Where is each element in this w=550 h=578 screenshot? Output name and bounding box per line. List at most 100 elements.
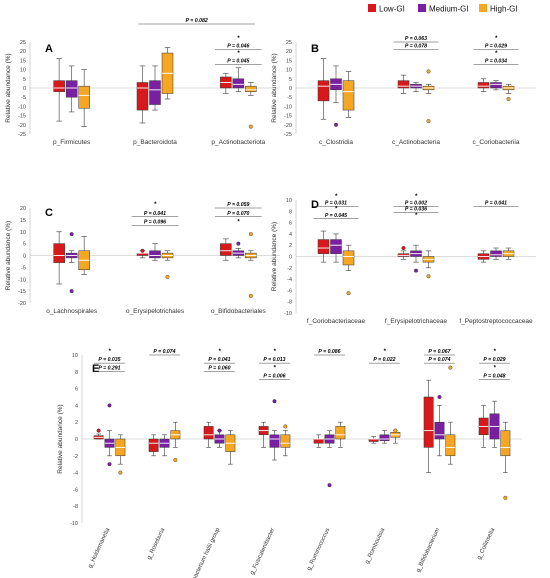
category-label: g_Romboutsia xyxy=(365,527,387,565)
significance-star: * xyxy=(383,349,386,355)
box xyxy=(313,438,324,444)
y-tick-label: 10 xyxy=(286,198,292,204)
y-tick-label: 2 xyxy=(75,420,78,426)
y-tick-label: 6 xyxy=(289,221,292,227)
y-tick-label: -2 xyxy=(287,266,292,272)
outlier-point xyxy=(272,399,277,404)
significance-star: * xyxy=(218,349,221,355)
y-axis-label: Relative abundance (%) xyxy=(5,221,12,290)
box xyxy=(78,85,90,109)
y-tick-label: -4 xyxy=(73,471,78,477)
y-tick-label: -10 xyxy=(284,104,292,110)
outlier-point xyxy=(107,462,112,467)
box xyxy=(477,82,490,89)
p-value-label: P = 0.029 xyxy=(485,44,507,50)
y-tick-label: -5 xyxy=(287,95,292,101)
box xyxy=(317,80,330,102)
y-axis-label: Relative abundance (%) xyxy=(5,53,12,122)
category-label: g_Ruminococcus xyxy=(306,527,331,571)
category-label: f_Erysipelotrichaceae xyxy=(385,318,448,325)
p-value-label: P = 0.031 xyxy=(325,200,347,206)
significance-star: * xyxy=(335,207,338,213)
y-tick-label: 20 xyxy=(286,49,292,55)
outlier-point xyxy=(414,268,419,273)
y-tick-label: -4 xyxy=(287,277,292,283)
outlier-point xyxy=(401,246,406,251)
outlier-point xyxy=(334,122,339,127)
category-label: g_Roseburia xyxy=(146,527,166,561)
box xyxy=(379,434,390,441)
legend-swatch xyxy=(479,4,487,12)
y-tick-label: -15 xyxy=(18,289,26,295)
p-value-label: P = 0.034 xyxy=(485,59,507,65)
category-label: g_Fusicatenibacter xyxy=(249,527,276,575)
box xyxy=(53,80,65,92)
category-label: p_Actinobacteriota xyxy=(211,139,265,146)
y-tick-label: -20 xyxy=(18,123,26,129)
p-value-label: P = 0.006 xyxy=(263,373,285,379)
outlier-point xyxy=(107,403,112,408)
box xyxy=(149,250,161,259)
y-tick-label: 5 xyxy=(289,77,292,83)
y-tick-label: 2 xyxy=(289,243,292,249)
category-label: o_Lachnospirales xyxy=(46,308,98,315)
category-label: g_Eubacterium hallii group xyxy=(186,527,222,578)
outlier-point xyxy=(96,428,101,433)
p-value-label: P = 0.074 xyxy=(153,349,175,355)
category-label: g_Collinsella xyxy=(476,527,496,561)
box xyxy=(397,80,410,89)
p-value-label: P = 0.035 xyxy=(98,357,120,363)
box xyxy=(220,243,232,256)
p-value-label: P = 0.002 xyxy=(405,200,427,206)
p-value-label: P = 0.029 xyxy=(483,357,505,363)
y-tick-label: 15 xyxy=(20,58,26,64)
y-tick-label: 4 xyxy=(289,232,292,238)
panel-letter: B xyxy=(311,43,319,55)
p-value-label: P = 0.070 xyxy=(227,211,249,217)
category-label: c_Clostridia xyxy=(319,139,353,146)
y-tick-label: -20 xyxy=(18,301,26,307)
y-tick-label: -15 xyxy=(18,114,26,120)
significance-star: * xyxy=(237,36,240,42)
p-value-label: P = 0.060 xyxy=(208,365,230,371)
p-value-label: P = 0.022 xyxy=(373,357,395,363)
p-value-label: P = 0.059 xyxy=(227,202,249,208)
y-tick-label: 0 xyxy=(23,86,26,92)
box xyxy=(53,243,65,263)
category-label: p_Firmicutes xyxy=(53,139,91,146)
outlier-point xyxy=(236,241,241,246)
p-value-label: P = 0.046 xyxy=(227,44,249,50)
box xyxy=(500,430,511,457)
p-value-label: P = 0.048 xyxy=(483,373,505,379)
outlier-point xyxy=(448,365,453,370)
y-tick-label: 20 xyxy=(20,206,26,212)
box xyxy=(490,82,502,89)
box xyxy=(280,434,291,448)
p-value-label: P = 0.086 xyxy=(318,349,340,355)
y-tick-label: -10 xyxy=(284,311,292,317)
legend-label: High-GI xyxy=(490,5,518,14)
outlier-point xyxy=(69,289,74,294)
outlier-point xyxy=(503,495,508,500)
box xyxy=(342,250,355,266)
y-tick-label: -25 xyxy=(284,132,292,138)
panel-E: -10 -8 -6 -4 -2 0 2 4 6 8 10 Relative abundance (%)… xyxy=(57,349,522,578)
y-tick-label: 25 xyxy=(20,40,26,46)
y-tick-label: 5 xyxy=(23,242,26,248)
y-tick-label: 8 xyxy=(289,209,292,215)
box xyxy=(269,434,280,448)
y-tick-label: -8 xyxy=(73,504,78,510)
significance-star: * xyxy=(237,51,240,57)
outlier-point xyxy=(426,119,431,124)
p-value-label: P = 0.013 xyxy=(263,357,285,363)
y-tick-label: 15 xyxy=(20,218,26,224)
y-axis-label: Relative abundance (%) xyxy=(271,222,278,291)
box xyxy=(136,82,149,111)
significance-star: * xyxy=(415,213,418,219)
legend: Low-GI Medium-GI High-GI xyxy=(368,4,518,14)
p-value-label: P = 0.063 xyxy=(405,36,427,42)
legend-swatch xyxy=(368,4,376,12)
outlier-point xyxy=(437,395,442,400)
box xyxy=(203,426,214,440)
y-tick-label: 10 xyxy=(20,230,26,236)
